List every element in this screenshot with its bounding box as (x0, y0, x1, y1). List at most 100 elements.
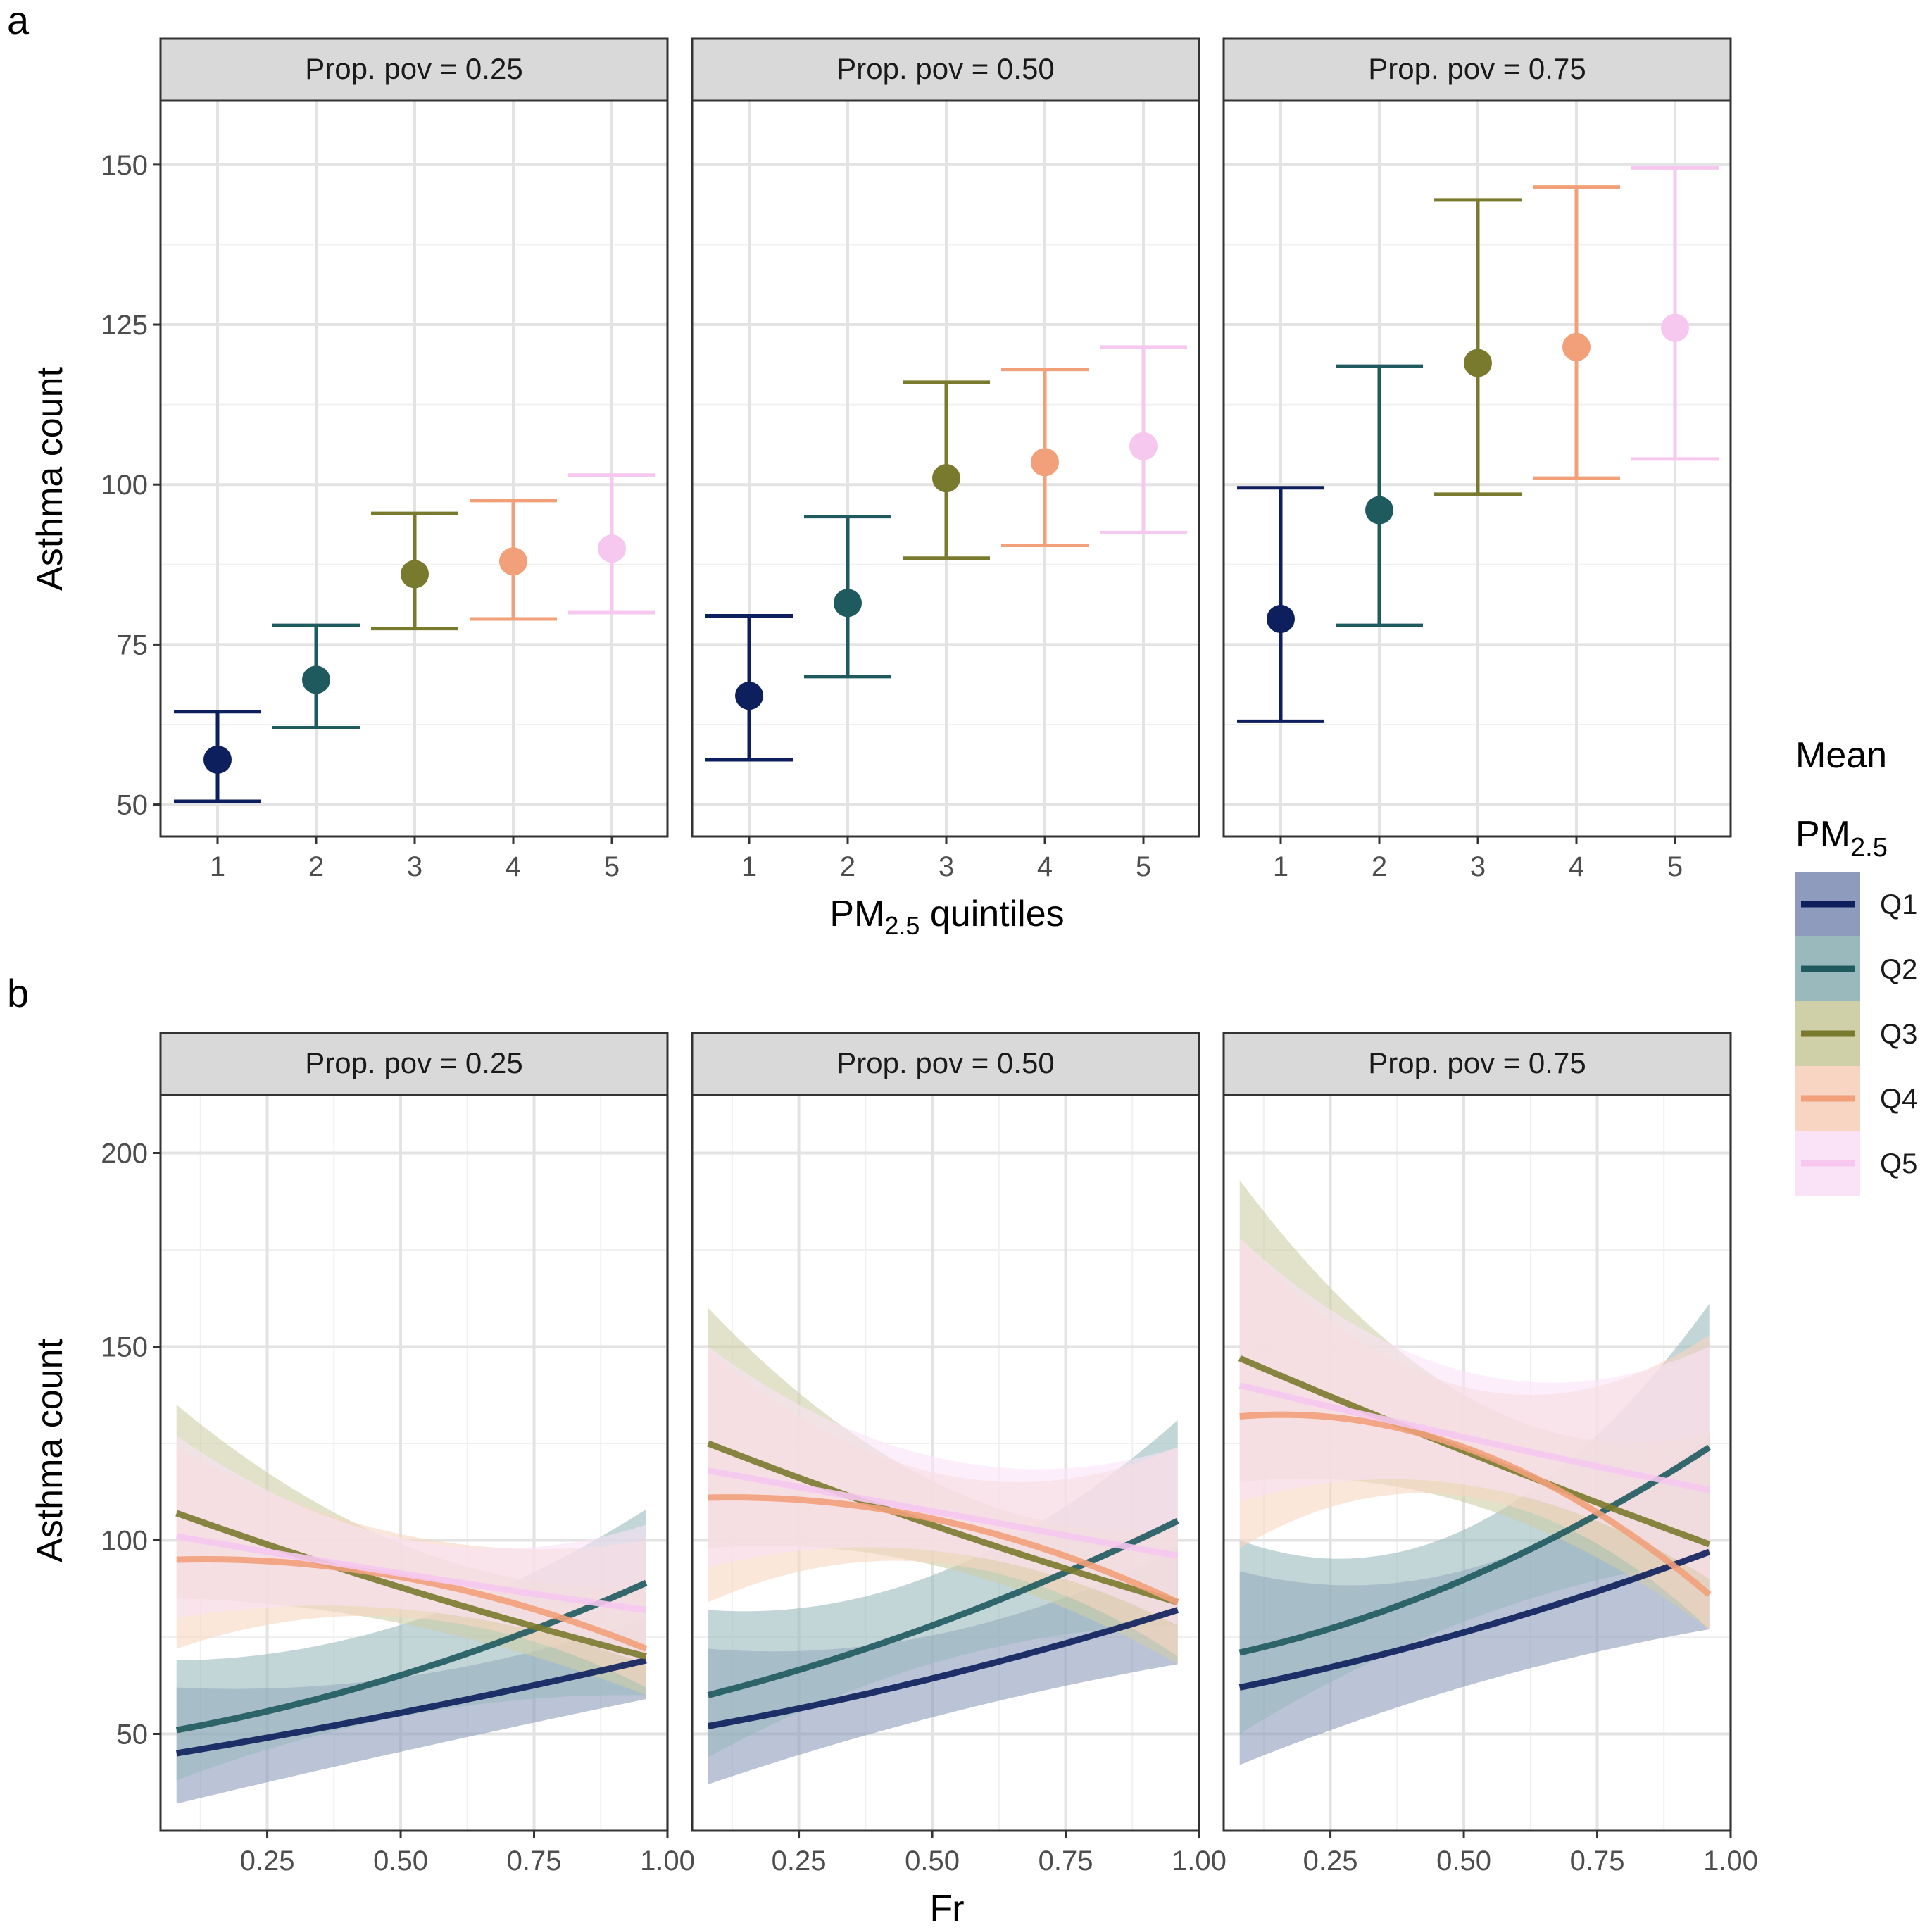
chart-a-point (203, 745, 232, 774)
legend-key-q5: Q5 (1795, 1131, 1917, 1196)
chart-a-facet-1: Prop. pov = 0.25 1 2 3 4 5 (159, 37, 669, 882)
chart-b-panel-border (159, 1094, 669, 1832)
chart-b-line-q5 (1238, 1382, 1710, 1493)
chart-a-errorbar-q5 (1631, 165, 1719, 461)
chart-b-line-q1 (175, 1657, 647, 1757)
chart-b-line-q4 (176, 1555, 648, 1652)
chart-a-errorbar-q2 (1336, 364, 1423, 627)
chart-a-x-tick-label: 3 (939, 851, 954, 882)
chart-b-y-tick-label: 150 (101, 1332, 148, 1363)
legend-key-label: Q3 (1880, 1019, 1917, 1050)
chart-b-ribbon-q2 (708, 1420, 1178, 1757)
chart-b-strip (691, 1032, 1200, 1096)
chart-a-errorbar-q1 (1237, 486, 1324, 723)
chart-a-point (1464, 349, 1492, 377)
chart-b-line-q5 (175, 1533, 647, 1613)
chart-a-y-tick-label: 75 (117, 629, 149, 660)
chart-a-errorbar-q3 (1434, 198, 1522, 496)
chart-b-ylabel: Asthma count (30, 1338, 70, 1562)
chart-a-x-tick-label: 1 (210, 851, 225, 882)
chart-a-x-tick-label: 4 (1037, 851, 1053, 882)
chart-a-x-tick-label: 5 (604, 851, 620, 882)
chart-a-point (598, 534, 626, 563)
chart-a-errorbar-q3 (903, 380, 990, 560)
legend-key-label: Q1 (1880, 889, 1917, 920)
chart-a-errorbar-q1 (174, 710, 261, 803)
chart-a-errorbar-q5 (1100, 345, 1187, 534)
chart-b-panel-border (691, 1094, 1200, 1832)
chart-a-x-tick-label: 4 (1569, 851, 1584, 882)
chart-b-x-tick-label: 0.25 (1303, 1846, 1358, 1876)
chart-b-ribbon-q5 (1239, 1238, 1710, 1579)
panel-letter-a: a (7, 0, 30, 42)
chart-a-point (735, 682, 763, 710)
chart-b-y-tick-label: 100 (101, 1526, 148, 1557)
chart-a-y-tick-label: 125 (101, 310, 148, 341)
chart-a-facet-3: Prop. pov = 0.75 1 2 3 4 5 (1222, 37, 1732, 882)
chart-a-point (1031, 448, 1059, 477)
chart-a-errorbar-q1 (705, 614, 793, 762)
chart-a-x-tick-label: 1 (741, 851, 757, 882)
chart-a-errorbar-q4 (470, 499, 557, 621)
chart-a-strip (159, 37, 669, 102)
chart-a-errorbar-q2 (804, 515, 891, 679)
chart-b-strip-label: Prop. pov = 0.25 (305, 1046, 522, 1079)
chart-b-ribbon-q2 (1239, 1304, 1710, 1734)
chart-a-errorbar-q4 (1533, 185, 1620, 480)
legend-title-line2: PM2.5 (1795, 814, 1888, 863)
chart-a-x-tick-label: 2 (840, 851, 855, 882)
chart-a-strip-label: Prop. pov = 0.25 (305, 52, 522, 85)
chart-b-facet-2: Prop. pov = 0.50 0.25 0.50 0.75 1.00 (691, 1032, 1227, 1876)
chart-a-point (401, 560, 429, 589)
legend-key-label: Q5 (1880, 1148, 1917, 1179)
legend-key-label: Q4 (1880, 1084, 1917, 1115)
chart-a-x-tick-label: 2 (1372, 851, 1387, 882)
chart-b-x-tick-label: 0.50 (373, 1846, 428, 1876)
chart-b-line-q3 (707, 1440, 1179, 1605)
chart-a-x-tick-label: 3 (407, 851, 422, 882)
chart-a-strip-label: Prop. pov = 0.75 (1368, 52, 1586, 85)
chart-b-x-tick-label: 0.75 (507, 1846, 562, 1876)
chart-a-errorbar-q5 (568, 473, 656, 615)
legend-key-q3: Q3 (1795, 1001, 1917, 1066)
chart-b-x-tick-label: 0.50 (1436, 1846, 1491, 1876)
legend-key-q4: Q4 (1795, 1066, 1917, 1131)
chart-b-panel-border (1222, 1094, 1732, 1832)
chart-b-line-q2 (1238, 1444, 1712, 1656)
chart-b-line-q1 (707, 1607, 1179, 1729)
chart-a-x-tick-label: 5 (1667, 851, 1683, 882)
chart-a-y-tick-label: 50 (117, 790, 149, 821)
chart-b-xlabel: Fr (929, 1888, 964, 1929)
chart-a-y-tick-label: 150 (101, 150, 148, 181)
chart-a-y-tick-label: 100 (101, 470, 148, 501)
chart-a-x-tick-label: 3 (1470, 851, 1486, 882)
legend: Mean PM2.5 Q1 Q2 Q3 Q4 Q5 (1795, 735, 1917, 1196)
chart-a: Prop. pov = 0.25 1 2 3 4 5 Prop. pov = 0.50 1 2 3… (101, 37, 1732, 882)
chart-b-x-tick-label: 1.00 (1172, 1846, 1227, 1876)
chart-a-facet-2: Prop. pov = 0.50 1 2 3 4 5 (691, 37, 1200, 882)
chart-a-xlabel: PM2.5 quintiles (829, 894, 1064, 940)
chart-b-strip (1222, 1032, 1732, 1096)
chart-b-strip-label: Prop. pov = 0.50 (836, 1046, 1054, 1079)
chart-a-errorbar-q2 (272, 623, 360, 730)
chart-b-y-tick-label: 50 (117, 1719, 149, 1750)
chart-a-point (302, 665, 330, 694)
chart-b-x-tick-label: 0.25 (772, 1846, 827, 1876)
chart-a-x-tick-label: 5 (1136, 851, 1151, 882)
chart-b-line-q4 (708, 1494, 1179, 1605)
chart-a-x-tick-label: 1 (1273, 851, 1288, 882)
chart-b-x-tick-label: 0.50 (905, 1846, 960, 1876)
chart-b-x-tick-label: 1.00 (1703, 1846, 1758, 1876)
chart-b-x-tick-label: 1.00 (640, 1846, 695, 1876)
chart-b-strip-label: Prop. pov = 0.75 (1368, 1046, 1586, 1079)
chart-b-x-tick-label: 0.25 (240, 1846, 295, 1876)
chart-a-x-tick-label: 4 (506, 851, 521, 882)
legend-key-q1: Q1 (1795, 872, 1917, 936)
chart-b-x-tick-label: 0.75 (1039, 1846, 1093, 1876)
chart-a-errorbar-q4 (1001, 368, 1089, 548)
chart-b-facet-1: Prop. pov = 0.25 0.25 0.50 0.75 1.00 (159, 1032, 695, 1876)
chart-a-point (499, 547, 527, 576)
panel-letter-b: b (7, 971, 29, 1015)
